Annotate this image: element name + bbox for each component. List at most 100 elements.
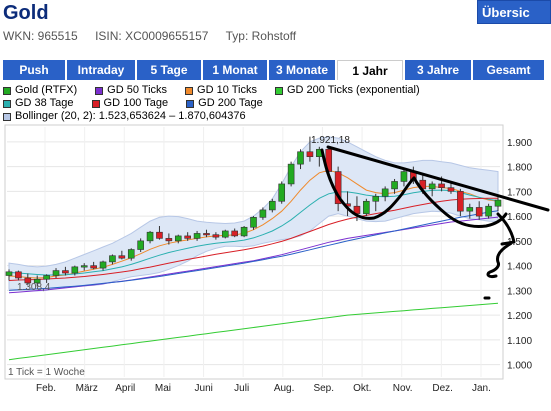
legend-row-3: Bollinger (20, 2): 1.523,653624 – 1.870,… [3, 110, 548, 123]
legend-label: GD 10 Ticks [197, 84, 257, 96]
tab-3-jahre[interactable]: 3 Jahre [405, 60, 471, 80]
candle-body [250, 217, 257, 228]
candle [494, 196, 502, 212]
candle [80, 263, 88, 271]
candle [485, 203, 492, 219]
x-tick-label: Juni [195, 383, 213, 394]
candle [428, 181, 436, 197]
tab-gesamt[interactable]: Gesamt [473, 60, 544, 80]
candle-body [203, 233, 210, 236]
candle-body [221, 230, 229, 238]
legend-swatch [186, 99, 195, 108]
legend-swatch [185, 86, 194, 95]
candle-body [33, 278, 41, 284]
candle-body [99, 261, 107, 269]
legend-item: Bollinger (20, 2): 1.523,653624 – 1.870,… [3, 110, 246, 123]
candle-body [391, 181, 398, 190]
tick-note: 1 Tick = 1 Woche [8, 367, 85, 378]
y-tick-label: 1.500 [507, 237, 532, 248]
legend-label: GD 200 Ticks (exponential) [286, 84, 420, 96]
candle [52, 268, 60, 278]
tab-1-monat[interactable]: 1 Monat [203, 60, 267, 80]
y-tick-label: 1.700 [507, 187, 532, 198]
candle-body [127, 249, 135, 259]
candle-body [212, 234, 220, 238]
candle-body [306, 151, 314, 158]
candle-body [193, 233, 201, 239]
candle-body [428, 183, 436, 190]
candle-body [62, 270, 69, 274]
type-label: Typ: Rohstoff [225, 29, 297, 43]
legend-swatch [91, 99, 100, 108]
candle [165, 233, 173, 245]
legend-row-1: Gold (RTFX) GD 50 Ticks GD 10 Ticks GD 2… [3, 84, 548, 97]
candle-body [43, 275, 50, 280]
candle-body [184, 235, 191, 239]
candle-body [90, 265, 97, 269]
candle [287, 161, 295, 187]
y-tick-label: 1.200 [507, 311, 532, 322]
tab-1-jahr[interactable]: 1 Jahr [337, 60, 403, 80]
x-axis: Feb. März April Mai Juni Juli Aug. Sep. Okt. Nov.… [36, 383, 491, 394]
legend-row-2: GD 38 Tage GD 100 Tage GD 200 Tage [3, 97, 548, 110]
candle-body [109, 255, 116, 263]
legend-item: GD 38 Tage [3, 97, 74, 110]
legend-swatch [95, 86, 104, 95]
x-tick-label: Nov. [393, 383, 413, 394]
candle [457, 188, 464, 217]
x-tick-label: Dez. [432, 383, 453, 394]
timeframe-tabs: Push Intraday 5 Tage 1 Monat 3 Monate 1 … [3, 60, 548, 80]
candle [221, 229, 229, 239]
tab-push[interactable]: Push [3, 60, 65, 80]
candle-body [297, 151, 304, 165]
candles [5, 136, 502, 287]
right-dip [412, 176, 508, 228]
tab-5-tage[interactable]: 5 Tage [137, 60, 201, 80]
candle-body [278, 183, 286, 202]
candle-body [118, 255, 126, 259]
legend-item: Gold (RTFX) [3, 84, 77, 97]
x-tick-label: Jan. [472, 383, 491, 394]
y-tick-label: 1.900 [507, 138, 532, 149]
y-tick-label: 1.100 [507, 336, 532, 347]
legend-label: Bollinger (20, 2): 1.523,653624 – 1.870,… [15, 110, 246, 122]
candle [146, 230, 154, 244]
y-tick-label: 1.800 [507, 163, 532, 174]
candle [212, 232, 220, 240]
y-tick-label: 1.600 [507, 212, 532, 223]
y-tick-label: 1.400 [507, 262, 532, 273]
candle-body [475, 207, 483, 217]
y-tick-label: 1.000 [507, 361, 532, 372]
hand-drawn-annotation [320, 145, 550, 300]
x-tick-label: Okt. [353, 383, 371, 394]
security-info: WKN: 965515 ISIN: XC0009655157 Typ: Rohs… [0, 26, 551, 46]
candle [109, 254, 116, 265]
squiggle [486, 242, 512, 278]
candle-body [15, 271, 22, 279]
left-dip [320, 148, 416, 220]
candle [372, 193, 380, 212]
y-tick-label: 1.300 [507, 286, 532, 297]
candle [15, 270, 22, 281]
candle [203, 229, 210, 238]
candle [306, 136, 314, 162]
x-tick-label: April [115, 383, 135, 394]
candle-body [457, 191, 464, 212]
candle-body [363, 200, 370, 214]
candle [475, 201, 483, 220]
candle-body [381, 188, 389, 197]
min-annotation: 1.308,4 [17, 282, 51, 293]
x-tick-label: Aug. [274, 383, 295, 394]
candle [99, 260, 107, 271]
legend-item: GD 100 Tage [91, 97, 168, 110]
isin-label: ISIN: XC0009655157 [95, 29, 209, 43]
candle [156, 226, 163, 240]
candle-body [438, 183, 445, 188]
tab-3-monate[interactable]: 3 Monate [269, 60, 335, 80]
tab-intraday[interactable]: Intraday [67, 60, 135, 80]
max-annotation: 1.921,18 [311, 135, 350, 146]
candle-body [137, 240, 144, 250]
candle-body [269, 200, 276, 211]
legend-swatch [274, 86, 283, 95]
